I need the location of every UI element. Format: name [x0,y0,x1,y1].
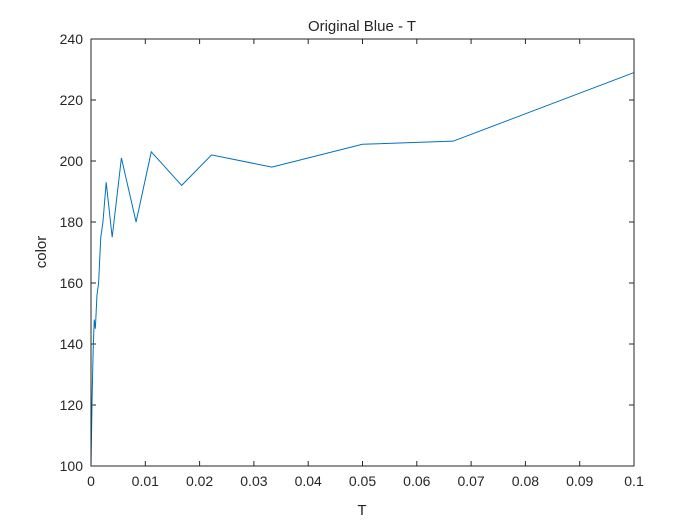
y-tick-label: 220 [60,92,84,108]
y-tick-label: 160 [60,275,84,291]
y-tick-label: 180 [60,214,84,230]
series-layer [90,72,635,467]
x-tick-label: 0.08 [512,473,539,489]
x-tick-label: 0.09 [566,473,593,489]
x-tick-label: 0.02 [186,473,213,489]
x-tick-label: 0.04 [295,473,322,489]
y-tick-label: 140 [60,336,84,352]
x-tick-label: 0.06 [403,473,430,489]
x-tick-label: 0.03 [240,473,267,489]
x-tick-label: 0 [87,473,95,489]
x-tick-label: 0.05 [349,473,376,489]
x-tick-label: 0.07 [457,473,484,489]
y-tick-label: 120 [60,397,84,413]
plot-frame [90,38,635,467]
series-line [90,72,635,467]
tick-layer: 0 0.01 0.02 0.03 0.04 0.05 0.06 0.07 0.08 0.09 0.1… [60,31,644,489]
x-axis-label: T [357,502,366,519]
x-tick-label: 0.01 [132,473,159,489]
x-tick-label: 0.1 [624,473,644,489]
y-tick-label: 100 [60,458,84,474]
y-tick-label: 200 [60,153,84,169]
plot-background [91,39,634,466]
y-axis-label: color [33,236,50,269]
y-tick-label: 240 [60,31,84,47]
chart-title: Original Blue - T [308,18,416,35]
